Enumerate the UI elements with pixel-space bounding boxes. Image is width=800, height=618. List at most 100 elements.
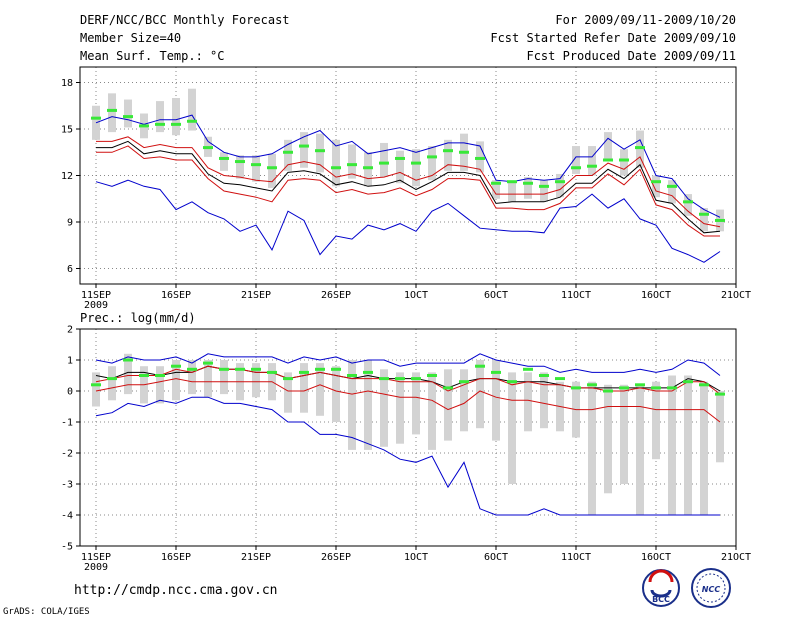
temp-spread-box xyxy=(620,149,628,176)
prec-xtick-label: 26SEP xyxy=(321,552,351,563)
prec-green-marker xyxy=(539,374,549,377)
prec-ytick-label: -3 xyxy=(61,480,73,491)
temp-ytick-label: 12 xyxy=(61,171,73,182)
prec-frame xyxy=(79,328,737,547)
temp-green-marker xyxy=(203,146,213,150)
prec-green-marker xyxy=(91,383,101,387)
temp-green-marker xyxy=(155,122,165,126)
prec-spread-box xyxy=(524,372,532,432)
temp-green-marker xyxy=(603,158,613,162)
prec-green-marker xyxy=(603,389,613,393)
temp-spread-box xyxy=(252,155,260,182)
prec-green-marker xyxy=(171,364,181,368)
temp-green-marker xyxy=(587,164,597,168)
temp-spread-box xyxy=(156,101,164,133)
prec-green-marker xyxy=(555,377,565,381)
temp-spread-box xyxy=(540,180,548,202)
temp-spread-box xyxy=(172,98,180,136)
prec-spread-box xyxy=(300,363,308,413)
temp-spread-box xyxy=(492,180,500,199)
temp-spread-box xyxy=(220,152,228,171)
prec-green-marker xyxy=(443,386,453,390)
prec-spread-box xyxy=(124,353,132,395)
temp-spread-box xyxy=(284,139,292,171)
temp-spread-box xyxy=(268,153,276,188)
temp-spread-box xyxy=(684,194,692,216)
temp-green-marker xyxy=(251,163,261,167)
prec-spread-box xyxy=(668,375,676,515)
temp-green-marker xyxy=(683,200,693,204)
prec-spread-box xyxy=(684,375,692,515)
temp-green-marker xyxy=(411,161,421,165)
prec-xtick-label: 11OCT xyxy=(561,552,591,563)
prec-spread-box xyxy=(156,366,164,404)
forecast-start-date: Fcst Started Refer Date 2009/09/10 xyxy=(490,31,736,45)
precip-label: Prec.: log(mm/d) xyxy=(80,311,196,325)
temp-spread-box xyxy=(236,155,244,179)
source-url: http://cmdp.ncc.cma.gov.cn xyxy=(74,583,278,598)
prec-spread-box xyxy=(172,360,180,401)
temp-year-label: 2009 xyxy=(84,300,108,311)
temp-xtick-label: 21OCT xyxy=(721,290,751,301)
prec-xtick-label: 1OCT xyxy=(404,552,428,563)
prec-green-marker xyxy=(187,367,197,371)
prec-spread-box xyxy=(460,369,468,432)
temp-green-marker xyxy=(459,150,469,154)
prec-green-marker xyxy=(283,377,293,381)
temp-green-marker xyxy=(395,156,405,160)
ncc-logo-text: NCC xyxy=(702,585,721,594)
temp-spread-box xyxy=(668,180,676,204)
temp-xtick-label: 21SEP xyxy=(241,290,271,301)
prec-green-marker xyxy=(507,380,517,384)
prec-spread-box xyxy=(540,372,548,429)
temp-green-marker xyxy=(91,116,101,120)
prec-spread-box xyxy=(188,360,196,395)
prec-spread-box xyxy=(220,360,228,395)
temp-green-marker xyxy=(299,144,309,148)
temp-green-marker xyxy=(379,161,389,165)
prec-xtick-label: 6OCT xyxy=(484,552,508,563)
temp-green-marker xyxy=(635,146,645,150)
temp-spread-box xyxy=(604,132,612,160)
prec-line-red_upper xyxy=(95,365,721,395)
prec-green-marker xyxy=(315,367,325,371)
temp-ytick-label: 15 xyxy=(61,125,73,136)
prec-green-marker xyxy=(219,367,229,371)
prec-line-blue_upper xyxy=(95,353,721,376)
forecast-period: For 2009/09/11-2009/10/20 xyxy=(555,13,736,27)
temp-line-red_lower xyxy=(96,145,720,237)
temp-green-marker xyxy=(523,181,533,185)
temp-spread-box xyxy=(652,175,660,198)
prec-spread-box xyxy=(332,366,340,422)
temp-spread-box xyxy=(380,142,388,178)
temp-spread-box xyxy=(332,139,340,187)
prec-spread-box xyxy=(92,372,100,407)
prec-green-marker xyxy=(715,392,725,396)
prec-spread-box xyxy=(428,372,436,450)
prec-green-marker xyxy=(107,377,117,381)
figure-title: DERF/NCC/BCC Monthly Forecast xyxy=(80,13,290,27)
temp-spread-box xyxy=(588,146,596,176)
prec-green-marker xyxy=(363,370,373,374)
prec-ytick-label: -1 xyxy=(61,418,73,429)
temp-spread-box xyxy=(444,139,452,171)
prec-spread-box xyxy=(620,384,628,484)
prec-spread-box xyxy=(700,381,708,515)
prec-green-marker xyxy=(123,358,133,362)
prec-green-marker xyxy=(459,380,469,384)
temp-green-marker xyxy=(107,108,117,112)
temp-green-marker xyxy=(235,160,245,164)
temp-green-marker xyxy=(187,119,197,123)
prec-green-marker xyxy=(347,374,357,377)
temp-spread-box xyxy=(188,88,196,131)
temp-line-red_upper xyxy=(96,136,721,228)
prec-green-marker xyxy=(699,383,709,387)
temp-spread-box xyxy=(476,141,484,173)
prec-green-marker xyxy=(235,367,245,371)
prec-spread-box xyxy=(412,372,420,435)
prec-green-marker xyxy=(667,386,677,390)
prec-spread-box xyxy=(380,369,388,447)
temp-spread-box xyxy=(700,208,708,232)
prec-green-marker xyxy=(267,370,277,374)
temp-green-marker xyxy=(123,115,133,119)
